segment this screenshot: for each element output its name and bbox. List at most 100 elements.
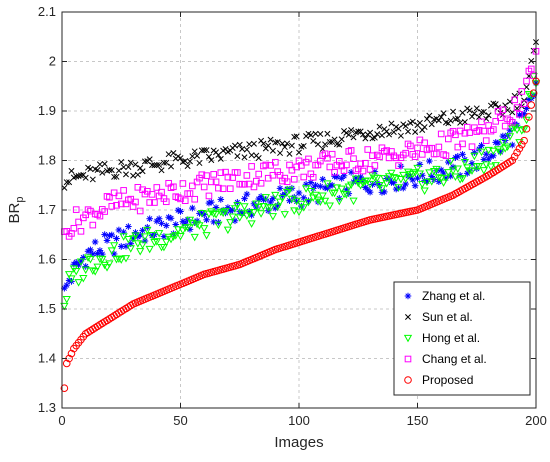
data-point <box>300 142 307 149</box>
data-point <box>108 231 116 239</box>
data-point <box>496 148 505 157</box>
data-point <box>120 228 127 236</box>
data-point <box>418 151 426 158</box>
data-point <box>508 119 516 126</box>
data-point <box>362 159 369 167</box>
data-point <box>170 183 177 191</box>
data-point <box>200 225 209 233</box>
data-point <box>280 211 289 219</box>
data-point <box>173 226 183 234</box>
data-point <box>395 125 402 132</box>
data-point <box>147 231 157 240</box>
data-point <box>101 160 108 167</box>
data-point <box>300 173 308 181</box>
data-point <box>106 193 113 201</box>
data-point <box>453 165 462 174</box>
data-point <box>437 130 445 138</box>
data-point <box>171 232 180 240</box>
data-point <box>68 167 75 174</box>
data-point <box>494 139 502 147</box>
data-point <box>383 128 390 135</box>
data-point <box>241 180 248 188</box>
data-point <box>478 109 485 116</box>
data-point <box>278 194 287 203</box>
data-point <box>117 256 126 264</box>
data-point <box>125 163 132 170</box>
data-point <box>265 142 272 149</box>
data-point <box>223 226 233 235</box>
data-point <box>183 224 192 232</box>
data-point <box>517 140 526 149</box>
data-point <box>284 140 291 147</box>
data-point <box>491 162 500 170</box>
data-point <box>290 175 298 183</box>
data-point <box>525 113 533 121</box>
data-point <box>311 191 320 200</box>
data-point <box>162 238 171 247</box>
data-point <box>498 139 507 147</box>
data-point <box>490 126 497 133</box>
data-point <box>345 131 352 138</box>
data-point <box>433 150 440 158</box>
legend-marker <box>403 334 413 343</box>
data-point <box>172 221 180 228</box>
data-point <box>271 158 279 166</box>
data-point <box>320 197 330 206</box>
data-point <box>162 222 170 229</box>
data-point <box>197 210 206 218</box>
data-point <box>211 211 221 219</box>
data-point <box>87 166 94 172</box>
y-axis-label-main: BR <box>6 202 23 223</box>
data-point <box>460 158 470 167</box>
data-point <box>338 136 345 143</box>
data-point <box>364 146 372 153</box>
data-point <box>205 153 212 160</box>
y-tick-label: 1.3 <box>38 400 56 415</box>
data-point <box>385 154 393 162</box>
data-point <box>236 141 243 148</box>
data-point <box>402 149 409 157</box>
data-point <box>262 161 270 169</box>
data-point <box>230 205 240 213</box>
legend-label: Proposed <box>422 373 473 387</box>
data-point <box>269 147 276 154</box>
data-point <box>160 159 167 166</box>
x-tick-label: 0 <box>58 413 65 428</box>
data-point <box>471 110 478 117</box>
data-point <box>108 203 116 210</box>
data-point <box>217 155 224 162</box>
data-point <box>450 108 457 115</box>
data-point <box>111 173 118 180</box>
data-point <box>219 185 227 193</box>
data-point <box>266 204 275 212</box>
data-point <box>309 173 317 181</box>
data-point <box>115 192 123 200</box>
data-point <box>141 158 148 165</box>
data-point <box>257 179 265 187</box>
data-point <box>203 147 210 154</box>
data-point <box>198 171 206 179</box>
data-point <box>253 177 260 185</box>
data-point <box>527 101 536 109</box>
data-point <box>60 384 69 393</box>
data-point <box>427 178 436 186</box>
data-point <box>138 241 147 250</box>
data-point <box>277 150 284 157</box>
data-point <box>516 110 523 118</box>
data-point <box>77 228 85 235</box>
data-point <box>235 214 244 222</box>
data-point <box>499 132 507 140</box>
data-point <box>139 227 146 234</box>
data-point <box>153 184 161 191</box>
data-point <box>371 134 378 141</box>
data-point <box>435 117 442 124</box>
data-point <box>273 203 282 212</box>
data-point <box>367 129 374 136</box>
data-point <box>158 167 165 174</box>
data-point <box>127 240 135 248</box>
data-point <box>275 198 285 207</box>
data-point <box>118 159 125 166</box>
data-point <box>162 198 170 206</box>
data-point <box>494 107 502 115</box>
data-point <box>188 219 197 228</box>
